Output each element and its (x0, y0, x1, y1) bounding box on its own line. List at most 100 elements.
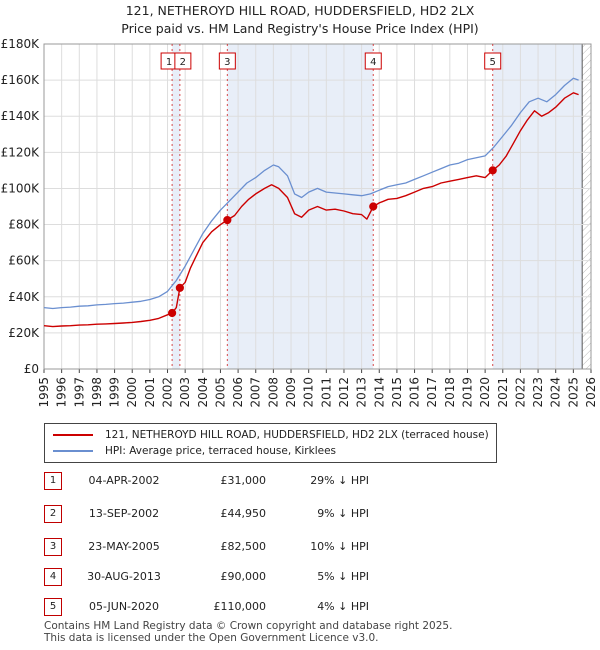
x-tick-label: 2025 (566, 377, 580, 408)
plot-frame (43, 43, 592, 370)
sale-marker-number: 2 (180, 57, 186, 68)
sale-date: 23-MAY-2005 (88, 540, 160, 553)
x-tick-label: 1998 (90, 377, 104, 408)
x-tick-label: 2005 (213, 377, 227, 408)
sale-marker-badge: 1 (44, 472, 62, 490)
footer-copyright: Contains HM Land Registry data © Crown c… (44, 620, 453, 632)
table-row: 2 13-SEP-2002 £44,950 9% ↓ HPI (44, 503, 464, 523)
x-tick-label: 2019 (460, 377, 474, 408)
table-row: 5 05-JUN-2020 £110,000 4% ↓ HPI (44, 596, 464, 616)
sale-date: 05-JUN-2020 (88, 600, 160, 613)
sale-hpi-diff: 10% ↓ HPI (310, 540, 369, 553)
x-tick-label: 2026 (584, 377, 598, 408)
x-tick-label: 2007 (249, 377, 263, 408)
price-chart: £0 £20K £40K £60K £80K £100K £120K £140K £160K £1… (1, 37, 598, 408)
legend-item-hpi: HPI: Average price, terraced house, Kirk… (53, 445, 336, 457)
sale-marker-number: 5 (490, 57, 496, 68)
shaded-period (172, 44, 180, 369)
sale-marker-badge: 3 (44, 538, 62, 556)
x-tick-label: 2014 (372, 377, 386, 408)
table-row: 4 30-AUG-2013 £90,000 5% ↓ HPI (44, 566, 464, 586)
x-tick-label: 2010 (302, 377, 316, 408)
y-tick-label: £80K (8, 218, 40, 232)
y-tick-label: £140K (1, 109, 41, 123)
x-tick-label: 2006 (231, 377, 245, 408)
sale-hpi-diff: 5% ↓ HPI (317, 570, 369, 583)
x-tick-label: 1997 (72, 377, 86, 408)
sale-marker-number: 4 (370, 57, 376, 68)
legend-item-property: 121, NETHEROYD HILL ROAD, HUDDERSFIELD, … (53, 429, 489, 441)
sale-date: 30-AUG-2013 (87, 570, 161, 583)
sale-price: £44,950 (220, 507, 267, 520)
sale-hpi-diff: 29% ↓ HPI (310, 474, 369, 487)
footer-licence: This data is licensed under the Open Gov… (44, 632, 379, 644)
x-tick-label: 2011 (319, 377, 333, 408)
x-tick-label: 2001 (143, 377, 157, 408)
table-row: 3 23-MAY-2005 £82,500 10% ↓ HPI (44, 536, 464, 556)
sale-date: 04-APR-2002 (88, 474, 160, 487)
future-hatch-region (582, 44, 591, 369)
legend-label-property: 121, NETHEROYD HILL ROAD, HUDDERSFIELD, … (105, 429, 489, 441)
x-tick-label: 2022 (513, 377, 527, 408)
sale-marker-box (218, 52, 236, 70)
y-tick-label: £180K (1, 37, 41, 51)
chart-subtitle: Price paid vs. HM Land Registry's House … (121, 21, 479, 36)
sale-price: £110,000 (213, 600, 267, 613)
shaded-period (227, 44, 374, 369)
x-tick-label: 2018 (443, 377, 457, 408)
x-tick-label: 2021 (496, 377, 510, 408)
x-tick-label: 2020 (478, 377, 492, 408)
x-tick-label: 2015 (390, 377, 404, 408)
x-tick-label: 1996 (55, 377, 69, 408)
legend-swatch-hpi (53, 450, 93, 452)
sale-point (369, 202, 378, 211)
sale-date: 13-SEP-2002 (88, 507, 160, 520)
y-tick-label: £160K (1, 73, 41, 87)
x-tick-label: 2002 (161, 377, 175, 408)
x-tick-label: 2012 (337, 377, 351, 408)
y-tick-label: £60K (8, 254, 40, 268)
sale-point (223, 215, 232, 225)
hpi-line (43, 77, 579, 310)
x-tick-label: 2024 (549, 377, 563, 408)
x-tick-label: 2003 (178, 377, 192, 408)
x-tick-label: 2023 (531, 377, 545, 408)
property-price-line (43, 92, 579, 328)
x-tick-label: 2017 (425, 377, 439, 408)
sale-point (175, 283, 184, 292)
x-tick-label: 2008 (266, 377, 280, 408)
sale-marker-number: 1 (166, 57, 172, 68)
legend-swatch-property (53, 434, 93, 436)
x-tick-label: 2013 (355, 377, 369, 408)
sale-marker-badge: 2 (44, 505, 62, 523)
sale-marker-box (174, 52, 192, 70)
sale-point (488, 166, 497, 175)
sale-marker-badge: 5 (44, 598, 62, 616)
sale-marker-box (484, 52, 502, 70)
y-tick-label: £100K (1, 181, 41, 195)
y-tick-label: £0 (24, 362, 39, 376)
y-tick-label: £40K (8, 290, 40, 304)
sale-hpi-diff: 9% ↓ HPI (317, 507, 369, 520)
x-tick-label: 2009 (284, 377, 298, 408)
y-tick-label: £120K (1, 145, 41, 159)
shaded-period (492, 44, 583, 369)
sale-marker-number: 3 (224, 57, 230, 68)
x-tick-label: 1999 (108, 377, 122, 408)
y-tick-label: £20K (8, 326, 40, 340)
legend-label-hpi: HPI: Average price, terraced house, Kirk… (105, 445, 337, 457)
x-tick-label: 2000 (125, 377, 139, 408)
chart-title: 121, NETHEROYD HILL ROAD, HUDDERSFIELD, … (125, 3, 475, 18)
table-row: 1 04-APR-2002 £31,000 29% ↓ HPI (44, 470, 464, 490)
sale-price: £90,000 (220, 570, 267, 583)
sale-price: £31,000 (220, 474, 267, 487)
sale-point (168, 308, 177, 318)
sale-price: £82,500 (220, 540, 267, 553)
x-tick-label: 2016 (408, 377, 422, 408)
x-tick-label: 1995 (37, 377, 51, 408)
sale-marker-badge: 4 (44, 568, 62, 586)
sale-hpi-diff: 4% ↓ HPI (317, 600, 369, 613)
x-tick-label: 2004 (196, 377, 210, 408)
chart-legend: 121, NETHEROYD HILL ROAD, HUDDERSFIELD, … (44, 423, 497, 463)
sale-marker-box (364, 52, 382, 70)
